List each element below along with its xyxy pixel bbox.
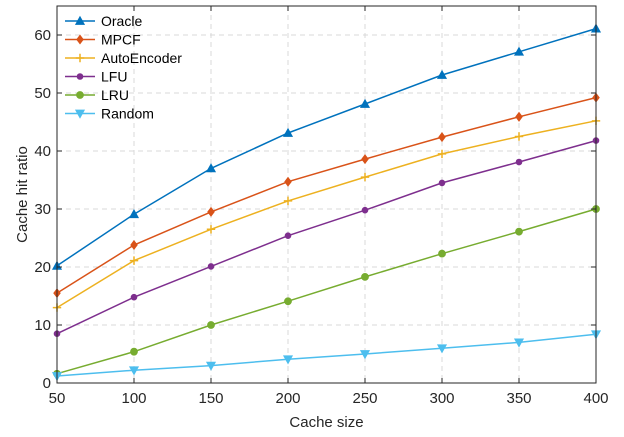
legend-label: Random: [101, 106, 154, 122]
y-tick-label: 50: [34, 85, 51, 102]
x-tick-label: 100: [121, 390, 146, 407]
data-point: [513, 46, 525, 56]
data-point: [282, 355, 294, 365]
data-point: [130, 347, 138, 356]
legend-label: LRU: [101, 87, 129, 103]
series-mpcf: [53, 92, 600, 299]
legend-marker: [76, 91, 84, 99]
data-point: [361, 206, 369, 214]
series-line: [56, 333, 597, 377]
legend-entry-mpcf: MPCF: [65, 32, 141, 48]
legend-label: LFU: [101, 69, 127, 85]
data-point: [205, 163, 217, 173]
data-point: [284, 176, 292, 187]
x-tick-label: 350: [506, 390, 531, 407]
data-point: [361, 154, 369, 165]
legend-entry-oracle: Oracle: [65, 13, 142, 29]
legend-label: MPCF: [101, 32, 141, 48]
data-point: [438, 249, 446, 258]
y-tick-label: 20: [34, 259, 51, 276]
legend-entry-random: Random: [65, 106, 154, 122]
plot-frame: [56, 5, 597, 384]
data-point: [515, 227, 523, 236]
data-point: [436, 69, 448, 79]
data-point: [514, 132, 524, 141]
series-line: [56, 27, 597, 267]
y-tick-label: 40: [34, 143, 51, 160]
y-tick-label: 60: [34, 27, 51, 44]
series-random: [51, 330, 602, 382]
x-tick-label: 250: [352, 390, 377, 407]
data-point: [205, 361, 217, 371]
legend-label: Oracle: [101, 13, 142, 29]
data-point: [130, 293, 138, 301]
y-tick-label: 0: [43, 375, 51, 392]
data-point: [128, 208, 140, 219]
data-point: [513, 338, 525, 348]
x-tick-label: 200: [275, 390, 300, 407]
legend-marker: [74, 109, 86, 119]
x-tick-label: 50: [49, 390, 66, 407]
legend-marker: [76, 73, 84, 80]
y-tick-label: 30: [34, 201, 51, 218]
x-tick-label: 150: [198, 390, 223, 407]
x-tick-label: 300: [429, 390, 454, 407]
data-point: [437, 149, 447, 159]
legend: Oracle MPCF AutoEncoder LFU LRU Random: [65, 13, 182, 122]
data-point: [436, 344, 448, 354]
data-point: [283, 196, 293, 206]
series-group: [51, 23, 602, 382]
series-oracle: [51, 23, 602, 270]
series-lfu: [53, 137, 600, 338]
data-point: [207, 321, 215, 329]
data-point: [284, 297, 292, 306]
legend-entry-autoencoder: AutoEncoder: [65, 50, 182, 66]
data-point: [515, 158, 523, 166]
data-point: [206, 225, 216, 234]
data-point: [128, 366, 140, 376]
series-autoencoder: [52, 116, 601, 312]
series-line: [56, 139, 597, 335]
legend-marker: [75, 53, 85, 63]
data-point: [359, 350, 371, 360]
series-line: [56, 96, 597, 294]
data-point: [207, 263, 215, 270]
data-point: [438, 132, 446, 143]
legend-marker: [76, 34, 84, 45]
legend-entry-lfu: LFU: [65, 69, 127, 85]
legend-label: AutoEncoder: [101, 50, 182, 66]
data-point: [129, 256, 139, 265]
data-point: [282, 127, 294, 137]
axes: 0 10 20 30 40 50 60 50 100 150 200 250 300 350 400: [34, 5, 609, 407]
data-point: [515, 111, 523, 122]
series-lru: [53, 205, 600, 378]
data-point: [284, 232, 292, 239]
series-line: [56, 208, 597, 375]
data-point: [360, 172, 370, 182]
legend-marker: [74, 15, 86, 25]
x-tick-label: 400: [583, 390, 608, 407]
y-axis-label: Cache hit ratio: [14, 146, 31, 243]
y-tick-label: 10: [34, 317, 51, 334]
data-point: [438, 179, 446, 187]
data-point: [361, 272, 369, 281]
legend-entry-lru: LRU: [65, 87, 129, 103]
data-point: [207, 206, 215, 217]
series-line: [56, 120, 597, 309]
x-axis-label: Cache size: [289, 414, 363, 431]
data-point: [359, 98, 371, 108]
data-point: [130, 239, 138, 250]
